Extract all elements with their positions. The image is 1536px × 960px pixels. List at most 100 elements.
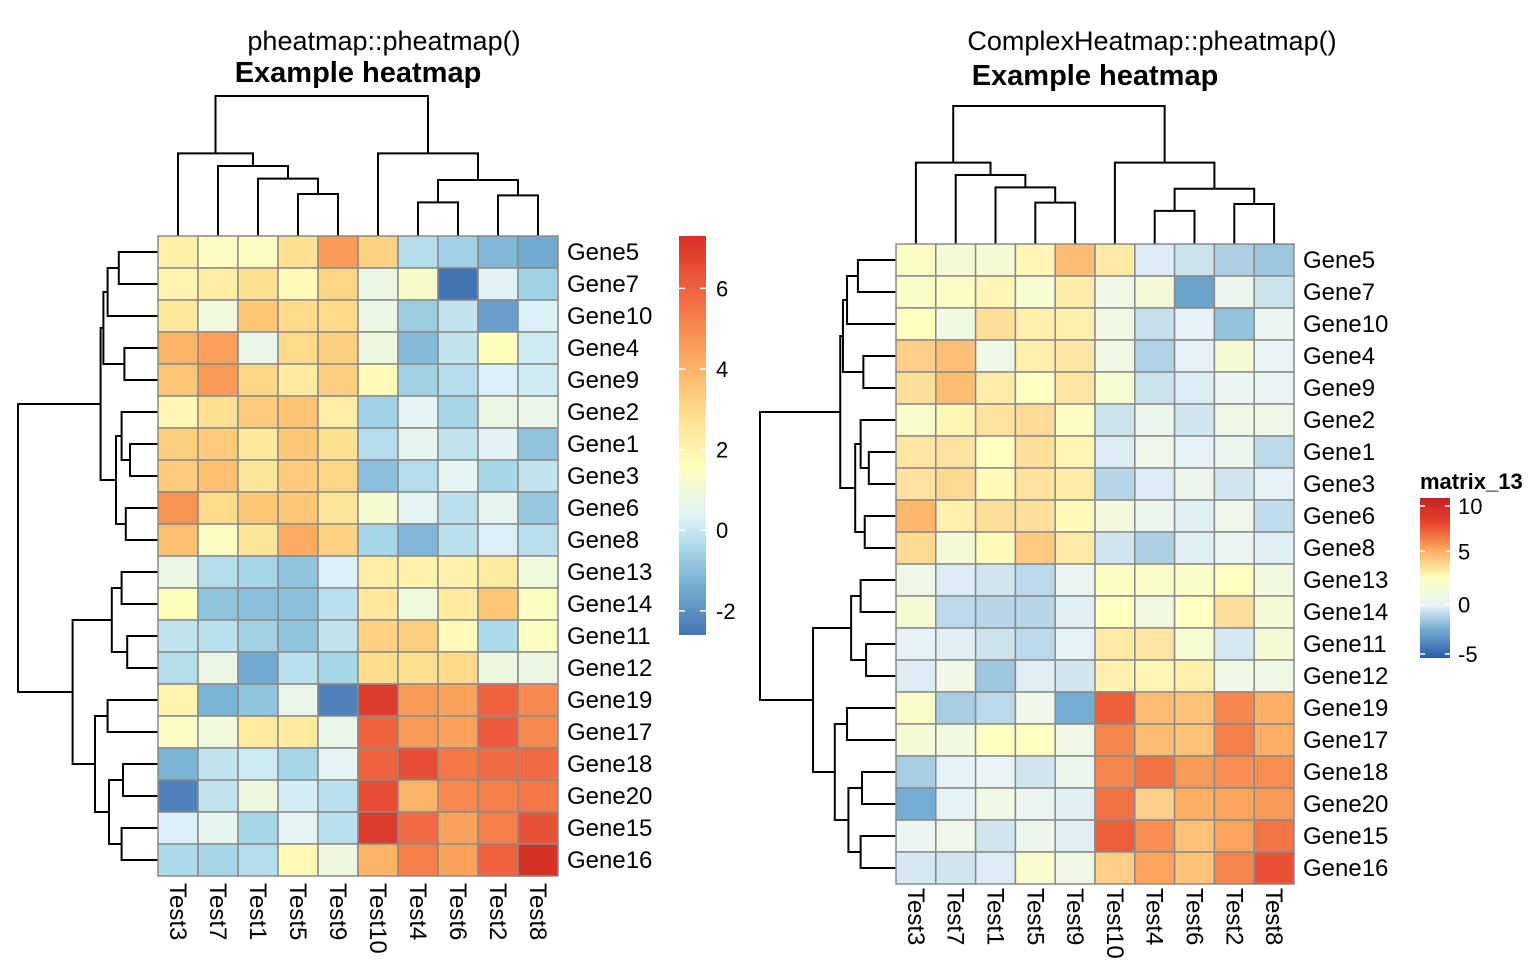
heatmap-cell <box>197 331 239 365</box>
heatmap-cell <box>277 235 319 269</box>
column-label: Test5 <box>284 883 311 940</box>
heatmap-cell <box>974 787 1017 821</box>
row-label: Gene5 <box>1303 247 1375 274</box>
heatmap-cell <box>974 851 1017 885</box>
heatmap-cell <box>157 555 199 589</box>
heatmap-cell <box>1134 531 1176 565</box>
column-dendrogram-branch <box>1153 209 1196 244</box>
heatmap-cell <box>157 395 199 429</box>
row-dendrogram-branch <box>129 443 158 477</box>
heatmap-cell <box>397 619 439 653</box>
heatmap-cell <box>1213 499 1255 533</box>
row-label: Gene19 <box>1303 695 1388 722</box>
heatmap-cell <box>1173 787 1216 821</box>
heatmap-cell <box>357 491 399 525</box>
heatmap-cell <box>1094 371 1136 405</box>
column-dendrogram-branch <box>437 179 519 203</box>
heatmap-cell <box>157 683 199 717</box>
heatmap-cell <box>477 235 519 269</box>
heatmap-cell <box>237 267 279 301</box>
heatmap-cell <box>157 715 199 749</box>
heatmap-cell <box>1014 787 1056 821</box>
heatmap-cell <box>237 331 279 365</box>
heatmap-cell <box>397 299 439 333</box>
heatmap-cell <box>1054 787 1096 821</box>
heatmap-cell <box>237 427 279 461</box>
heatmap-cell <box>1054 723 1096 757</box>
heatmap-cell <box>1134 851 1176 885</box>
heatmap-cell <box>277 715 319 749</box>
heatmap-cell <box>317 747 359 781</box>
heatmap-cell <box>935 691 977 725</box>
column-dendrogram-branch <box>297 193 339 236</box>
heatmap-cell <box>437 651 479 685</box>
heatmap-cell <box>357 523 399 557</box>
column-label: Test8 <box>1260 888 1287 945</box>
heatmap-cell <box>477 619 519 653</box>
column-label: Test5 <box>1021 888 1048 945</box>
heatmap-cell <box>477 523 519 557</box>
column-label: Test8 <box>524 883 551 940</box>
column-dendrogram-branch <box>257 177 319 236</box>
heatmap-cell <box>1054 339 1096 373</box>
legend-tick-label: 0 <box>716 518 728 543</box>
heatmap-cell <box>935 275 977 309</box>
column-label: Test3 <box>164 883 191 940</box>
heatmap-cell <box>1253 627 1295 661</box>
heatmap-cell <box>317 523 359 557</box>
heatmap-cell <box>437 363 479 397</box>
heatmap-cell <box>237 779 279 813</box>
heatmap-cell <box>157 523 199 557</box>
heatmap-cell <box>157 427 199 461</box>
heatmap-cell <box>1173 755 1216 789</box>
heatmap-cell <box>357 843 399 877</box>
row-dendrogram-branch <box>120 571 158 605</box>
heatmap-cell <box>397 363 439 397</box>
heatmap-cell <box>517 843 559 877</box>
heatmap-cell <box>357 555 399 589</box>
heatmap-cell <box>317 651 359 685</box>
heatmap-cell <box>197 747 239 781</box>
heatmap-cell <box>1014 467 1056 501</box>
heatmap-cell <box>397 747 439 781</box>
row-label: Gene19 <box>567 687 652 714</box>
heatmap-cell <box>1054 755 1096 789</box>
heatmap-cell <box>277 523 319 557</box>
heatmap-cell <box>237 299 279 333</box>
heatmap-cell <box>277 299 319 333</box>
row-dendrogram-branch <box>856 259 896 293</box>
heatmap-cell <box>197 811 239 845</box>
heatmap-cell <box>357 395 399 429</box>
heatmap-cell <box>1014 307 1056 341</box>
heatmap-cell <box>477 299 519 333</box>
heatmap-cell <box>277 427 319 461</box>
right-heatmap-title: Example heatmap <box>972 60 1219 92</box>
heatmap-cell <box>157 747 199 781</box>
heatmap-cell <box>437 683 479 717</box>
heatmap-cell <box>1014 435 1056 469</box>
heatmap-cell <box>935 403 977 437</box>
heatmap-cell <box>357 299 399 333</box>
heatmap-cell <box>237 651 279 685</box>
heatmap-cell <box>197 523 239 557</box>
heatmap-cell <box>437 299 479 333</box>
heatmap-cell <box>1094 723 1136 757</box>
heatmap-cell <box>935 467 977 501</box>
heatmap-cell <box>935 307 977 341</box>
heatmap-cell <box>437 267 479 301</box>
heatmap-cell <box>317 459 359 493</box>
heatmap-cell <box>277 779 319 813</box>
row-label: Gene1 <box>1303 439 1375 466</box>
heatmap-cell <box>397 555 439 589</box>
heatmap-cell <box>1094 499 1136 533</box>
column-label: Test9 <box>1061 888 1088 945</box>
row-label: Gene6 <box>567 495 639 522</box>
row-dendrogram-branch <box>120 827 158 861</box>
right-row-labels: Gene5 Gene7 Gene10 Gene4 Gene9 Gene2 Gene1 Gene… <box>1303 247 1388 882</box>
heatmap-cell <box>277 555 319 589</box>
row-dendrogram-branch <box>862 355 896 389</box>
right-heatmap-panel: ComplexHeatmap::pheatmap() Example heatm… <box>759 26 1523 959</box>
row-label: Gene17 <box>1303 727 1388 754</box>
heatmap-cell <box>1054 627 1096 661</box>
heatmap-cell <box>517 491 559 525</box>
